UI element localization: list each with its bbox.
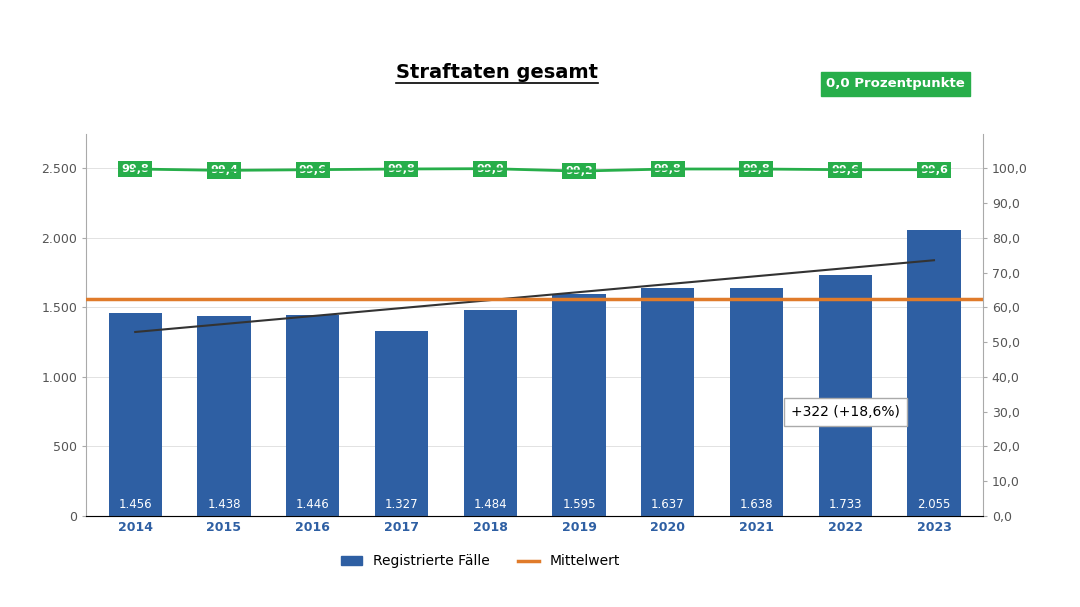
Text: Straftaten gesamt: Straftaten gesamt xyxy=(395,63,598,82)
Bar xyxy=(375,331,428,516)
Text: 2.055: 2.055 xyxy=(917,498,950,511)
Text: 99,4: 99,4 xyxy=(210,165,238,175)
Text: 99,6: 99,6 xyxy=(832,164,860,175)
Bar xyxy=(642,288,694,516)
Text: 99,6: 99,6 xyxy=(299,164,326,175)
Text: 99,9: 99,9 xyxy=(476,164,504,174)
Text: 99,8: 99,8 xyxy=(121,164,149,174)
Text: 99,8: 99,8 xyxy=(743,164,770,174)
Text: 1.456: 1.456 xyxy=(119,498,152,511)
Bar xyxy=(907,230,960,516)
Text: 1.637: 1.637 xyxy=(651,498,685,511)
Bar xyxy=(463,310,517,516)
Text: 1.638: 1.638 xyxy=(740,498,773,511)
Text: 1.327: 1.327 xyxy=(384,498,418,511)
Text: 0,0 Prozentpunkte: 0,0 Prozentpunkte xyxy=(826,77,964,90)
Bar xyxy=(109,313,162,516)
Text: 99,8: 99,8 xyxy=(653,164,681,174)
Text: 1.438: 1.438 xyxy=(207,498,241,511)
Legend: Registrierte Fälle, Mittelwert: Registrierte Fälle, Mittelwert xyxy=(336,549,625,574)
Text: 99,2: 99,2 xyxy=(565,166,593,176)
Bar xyxy=(819,275,872,516)
Text: 1.484: 1.484 xyxy=(473,498,507,511)
Mittelwert xyxy=(217,295,230,302)
Bar xyxy=(730,288,783,516)
Mittelwert xyxy=(129,295,141,302)
Bar xyxy=(198,316,251,516)
Text: 1.595: 1.595 xyxy=(563,498,596,511)
Text: 1.446: 1.446 xyxy=(296,498,329,511)
Bar xyxy=(286,315,339,516)
Text: 99,8: 99,8 xyxy=(388,164,416,174)
Text: 99,6: 99,6 xyxy=(920,164,948,175)
Bar xyxy=(552,294,606,516)
Text: 1.733: 1.733 xyxy=(828,498,862,511)
Text: +322 (+18,6%): +322 (+18,6%) xyxy=(791,405,900,419)
